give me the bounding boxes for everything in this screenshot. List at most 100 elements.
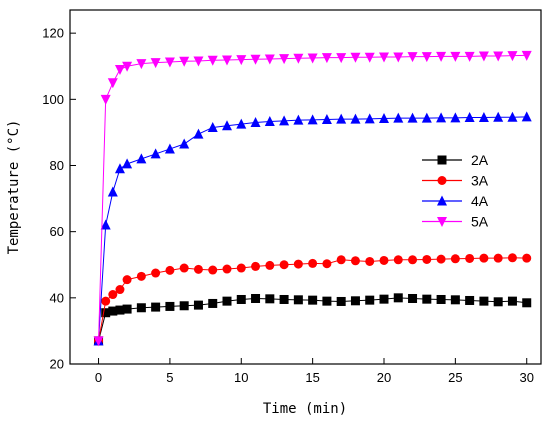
axes-layer: 0 5 10 15 20 25 30 20 40 60 80 100 120 xyxy=(42,26,534,385)
y-tick-label-80: 80 xyxy=(50,158,64,173)
series-5a-point xyxy=(407,52,418,63)
x-tick-label-5: 5 xyxy=(166,370,173,385)
legend-marker-3a xyxy=(437,176,447,185)
legend-label-4a: 4A xyxy=(471,193,489,209)
series-2a-point xyxy=(108,306,118,316)
legend-label-3a: 3A xyxy=(471,173,489,189)
series-2a-point xyxy=(465,295,475,305)
series-4a-point xyxy=(493,111,504,122)
series-5a-point xyxy=(521,50,532,61)
series-3a-point xyxy=(422,254,432,264)
series-3a-point xyxy=(122,275,132,285)
y-axis-title: Temperature (°C) xyxy=(6,120,22,255)
series-2a-point xyxy=(479,296,489,306)
series-5a-point xyxy=(136,59,147,70)
series-3a-point xyxy=(108,290,118,300)
series-4a-point xyxy=(478,112,489,123)
series-3a-point xyxy=(136,271,146,281)
y-tick-label-40: 40 xyxy=(50,290,64,305)
series-2a-point xyxy=(493,297,503,307)
series-2a-point xyxy=(365,295,375,305)
series-4a-point xyxy=(379,113,389,124)
series-4a-point xyxy=(207,121,218,132)
series-2a-point xyxy=(208,298,218,308)
series-2a-point xyxy=(408,293,418,303)
series-5a-point xyxy=(507,51,518,62)
series-4a-point xyxy=(393,112,404,123)
series-4a-point xyxy=(222,120,232,131)
series-3a-point xyxy=(493,253,503,263)
series-3a-point xyxy=(436,254,446,264)
series-4a-point xyxy=(421,112,432,123)
series-4a-point xyxy=(136,153,147,164)
series-5a-point xyxy=(350,52,361,63)
series-4a-point xyxy=(107,186,118,197)
series-5a-point xyxy=(436,51,447,62)
series-4a-point xyxy=(179,138,190,149)
plot-frame xyxy=(69,9,542,365)
series-4a-point xyxy=(100,219,111,230)
series-2a-point xyxy=(308,295,318,305)
series-3a-point xyxy=(151,268,161,278)
series-5a-point xyxy=(421,52,432,63)
series-4a-point xyxy=(507,111,518,122)
series-3a-point xyxy=(308,258,318,268)
x-tick-label-30: 30 xyxy=(519,370,533,385)
series-5a-point xyxy=(364,52,375,63)
series-4a-point xyxy=(264,115,275,126)
series-4a-point xyxy=(114,163,125,174)
series-2a-point xyxy=(251,293,261,303)
series-3a-point xyxy=(101,296,111,306)
series-4a-point xyxy=(164,143,175,154)
series-2a-point xyxy=(279,294,289,304)
series-4a-point xyxy=(521,111,532,122)
series-4a-point xyxy=(150,148,161,159)
series-2a-point xyxy=(522,298,532,308)
series-3a-point xyxy=(165,265,175,275)
legend-label-2a: 2A xyxy=(471,152,489,168)
series-4a-point xyxy=(407,112,418,123)
series-5a-point xyxy=(250,54,261,65)
series-2a-point xyxy=(422,294,432,304)
legend: 2A 3A 4A 5A xyxy=(422,152,489,230)
x-tick-label-15: 15 xyxy=(305,370,319,385)
series-5a-point xyxy=(122,61,133,72)
series-5a-point xyxy=(393,52,404,63)
series-4a-point xyxy=(436,112,447,123)
legend-marker-5a xyxy=(437,217,447,227)
series-5a-point xyxy=(336,53,347,64)
series-3a-point xyxy=(350,256,360,266)
series-5a-point xyxy=(464,51,475,62)
x-axis-title: Time (min) xyxy=(263,401,347,417)
series-2a-point xyxy=(115,305,125,315)
series-layer xyxy=(93,50,532,347)
series-5a-point xyxy=(379,52,389,63)
x-tick-label-20: 20 xyxy=(377,370,391,385)
series-2a-point xyxy=(165,301,175,311)
series-2a-point xyxy=(293,295,303,305)
series-5a xyxy=(93,50,532,347)
series-5a-point xyxy=(293,53,304,64)
series-2a-point xyxy=(379,294,389,304)
series-4a-point xyxy=(122,158,133,169)
series-5a-point xyxy=(321,53,332,64)
series-2a-point xyxy=(236,294,246,304)
series-5a-point xyxy=(93,336,104,347)
series-2a-point xyxy=(101,308,111,318)
series-5a-point xyxy=(307,53,318,64)
series-3a-point xyxy=(450,254,460,264)
series-2a-point xyxy=(507,296,517,306)
series-2a-point xyxy=(193,300,203,310)
series-2a-point xyxy=(122,304,132,314)
series-3a-point xyxy=(322,259,332,269)
y-tick-label-120: 120 xyxy=(42,26,64,41)
series-4a-point xyxy=(321,114,332,125)
series-3a-point xyxy=(507,253,517,263)
series-3a-point xyxy=(365,256,375,266)
series-2a-point xyxy=(136,303,146,313)
series-5a-point xyxy=(207,55,218,66)
series-3a-point xyxy=(193,264,203,274)
series-3a-point xyxy=(479,253,489,263)
